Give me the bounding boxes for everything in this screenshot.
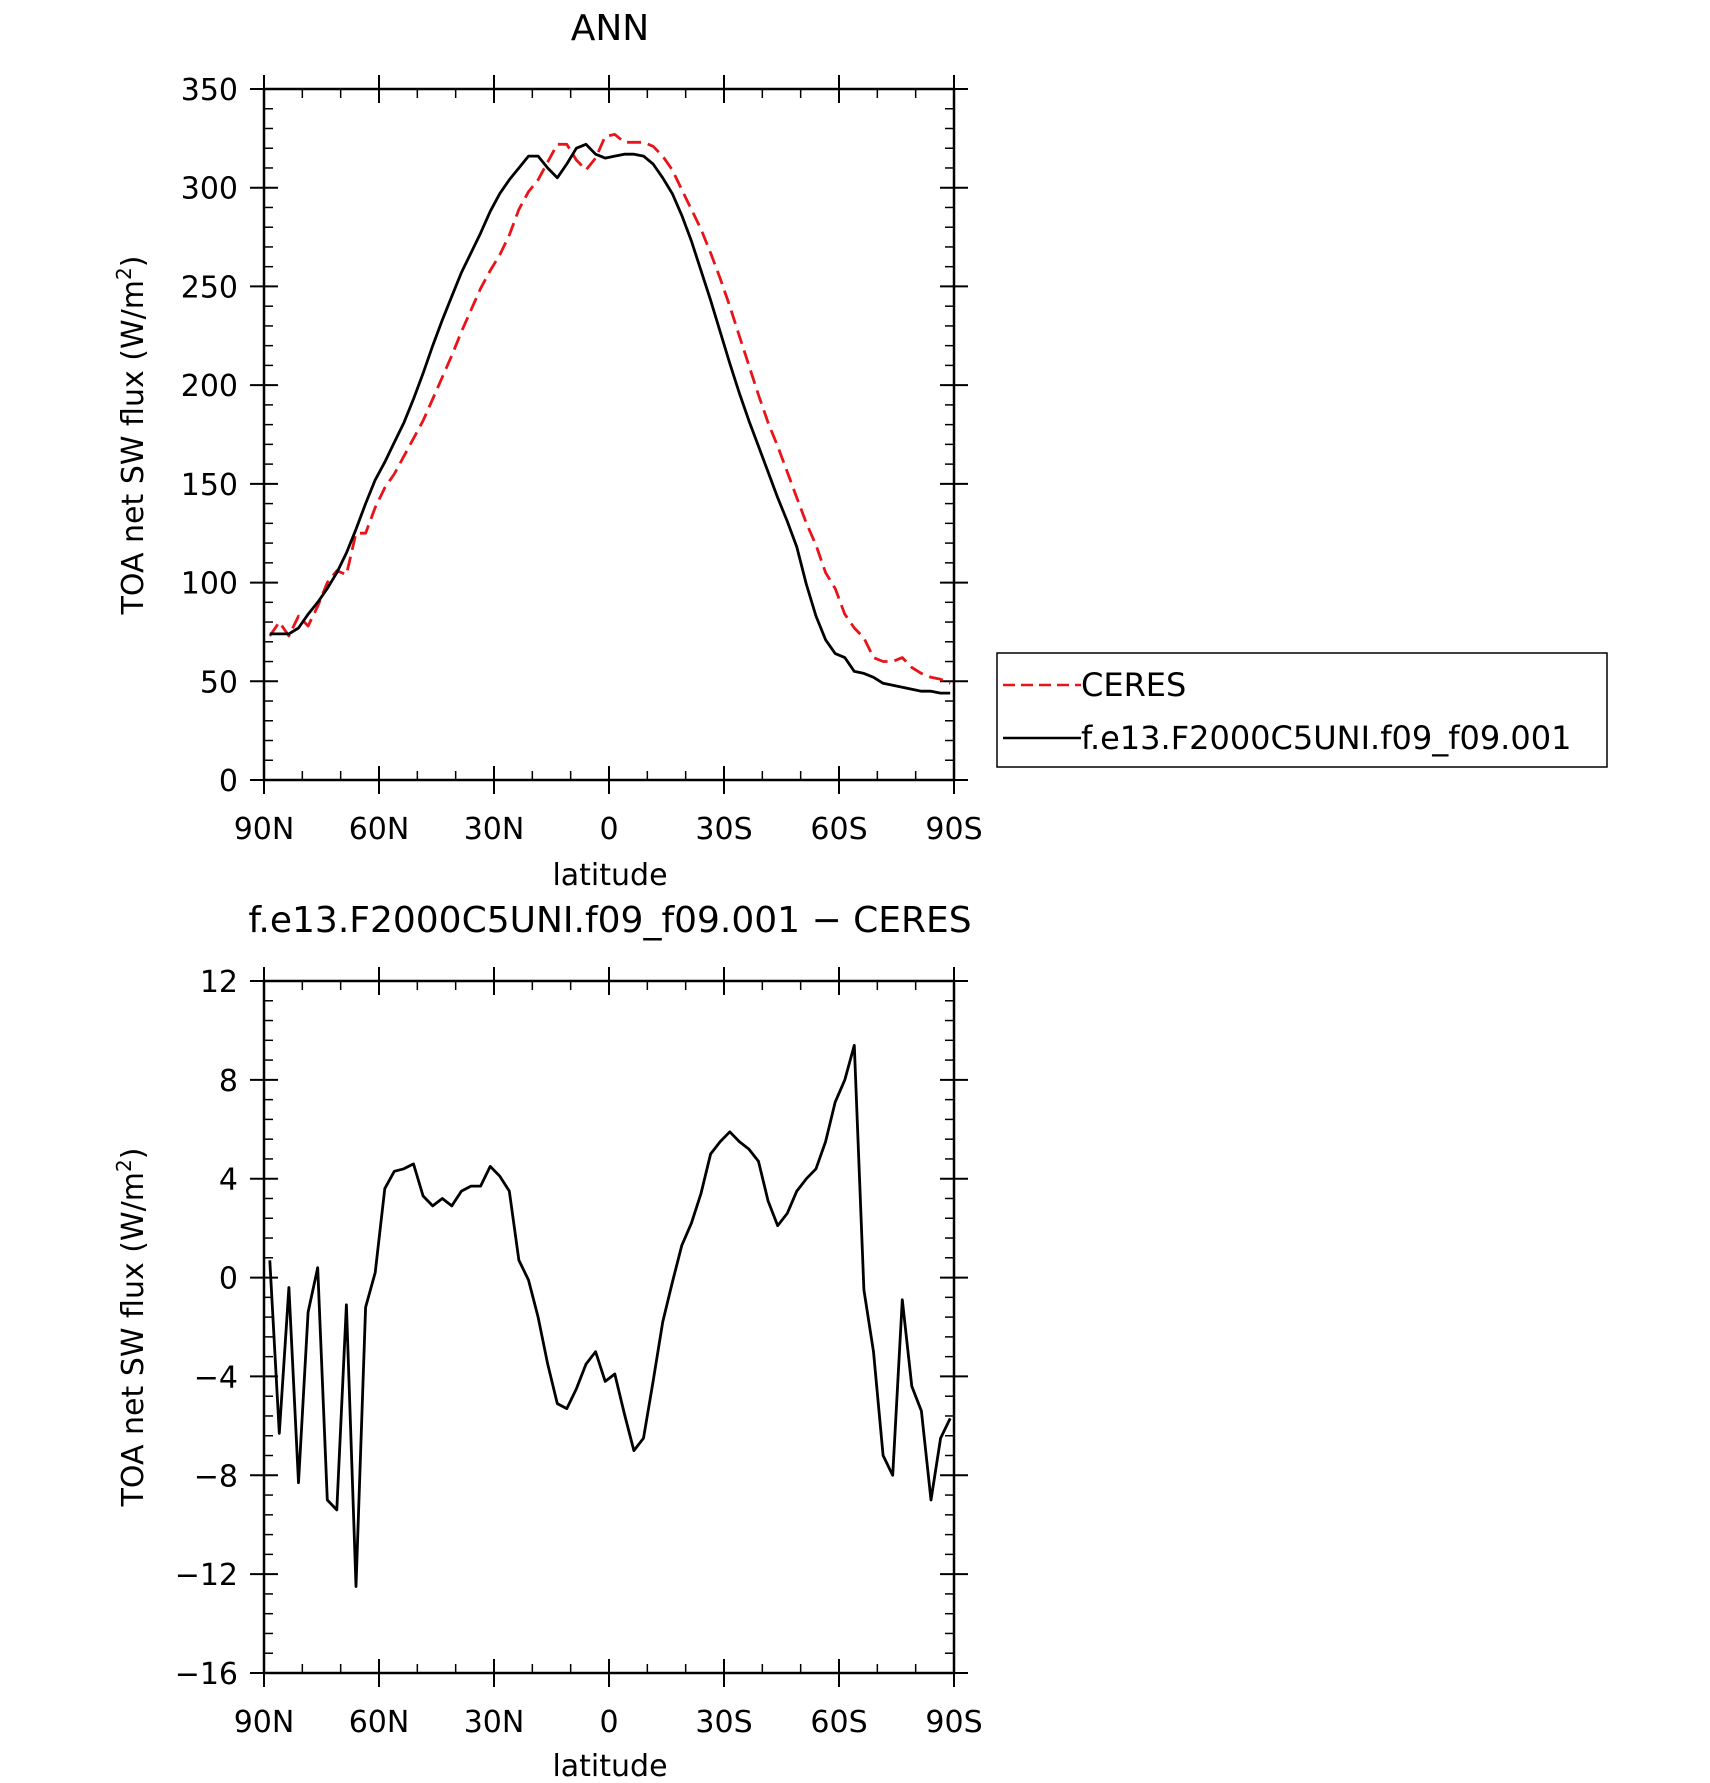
bottom-x-axis-label: latitude (552, 1749, 667, 1783)
top-plot-frame (262, 87, 956, 782)
y-tick-label: 300 (181, 172, 238, 207)
legend-box (996, 652, 1608, 768)
bottom-y-ticks: −16 −12 −8 −4 0 4 8 12 (175, 965, 968, 1692)
x-tick-label: 30N (464, 1705, 525, 1740)
y-tick-label: −4 (194, 1360, 238, 1395)
y-tick-label: 200 (181, 369, 238, 404)
series-line-model (269, 142, 951, 695)
legend: CERES f.e13.F2000C5UNI.f09_f09.001 (996, 652, 1608, 768)
x-tick-label: 0 (599, 1705, 618, 1740)
y-tick-label: −12 (175, 1558, 238, 1593)
y-tick-label: 250 (181, 270, 238, 305)
x-tick-label: 30S (695, 1705, 752, 1740)
series-line-model (268, 1043, 952, 1588)
x-tick-label: 90N (234, 812, 295, 847)
bottom-series-group (268, 1043, 952, 1588)
bottom-chart-title: f.e13.F2000C5UNI.f09_f09.001 − CERES (248, 900, 971, 941)
series-line-ceres (268, 132, 951, 685)
x-tick-label: 60S (810, 1705, 867, 1740)
y-tick-label: 350 (181, 73, 238, 108)
legend-label-ceres: CERES (1081, 666, 1186, 704)
x-tick-label: 90N (234, 1705, 295, 1740)
top-y-ticks: 0 50 100 150 200 250 300 350 (181, 73, 968, 799)
x-tick-label: 60S (810, 812, 867, 847)
x-tick-label: 30N (464, 812, 525, 847)
y-tick-label: 12 (200, 965, 238, 1000)
y-tick-label: 100 (181, 567, 238, 602)
x-tick-label: 60N (349, 1705, 410, 1740)
y-tick-label: 50 (200, 665, 238, 700)
y-tick-label: −16 (175, 1657, 238, 1692)
bottom-y-axis-label: TOA net SW flux (W/m2) (112, 1148, 151, 1508)
y-tick-label: 8 (219, 1064, 238, 1099)
bottom-plot-frame (262, 979, 956, 1675)
y-tick-label: 0 (219, 1262, 238, 1297)
y-tick-label: −8 (194, 1459, 238, 1494)
top-series-group (268, 132, 951, 695)
top-chart-title: ANN (571, 8, 650, 49)
top-y-axis-label: TOA net SW flux (W/m2) (112, 256, 151, 616)
x-tick-label: 90S (925, 1705, 982, 1740)
y-tick-label: 0 (219, 764, 238, 799)
y-tick-label: 4 (219, 1163, 238, 1198)
top-chart-panel: ANN 0 50 100 150 200 250 300 350 90N 60N 30N 0 30S 6… (112, 8, 983, 893)
x-tick-label: 0 (599, 812, 618, 847)
bottom-x-ticks: 90N 60N 30N 0 30S 60S 90S (234, 967, 983, 1740)
y-tick-label: 150 (181, 468, 238, 503)
x-tick-label: 90S (925, 812, 982, 847)
x-tick-label: 60N (349, 812, 410, 847)
top-x-ticks: 90N 60N 30N 0 30S 60S 90S (234, 75, 983, 847)
top-x-axis-label: latitude (552, 858, 667, 893)
x-tick-label: 30S (695, 812, 752, 847)
legend-label-model: f.e13.F2000C5UNI.f09_f09.001 (1081, 719, 1571, 757)
bottom-chart-panel: f.e13.F2000C5UNI.f09_f09.001 − CERES −16… (112, 900, 983, 1783)
